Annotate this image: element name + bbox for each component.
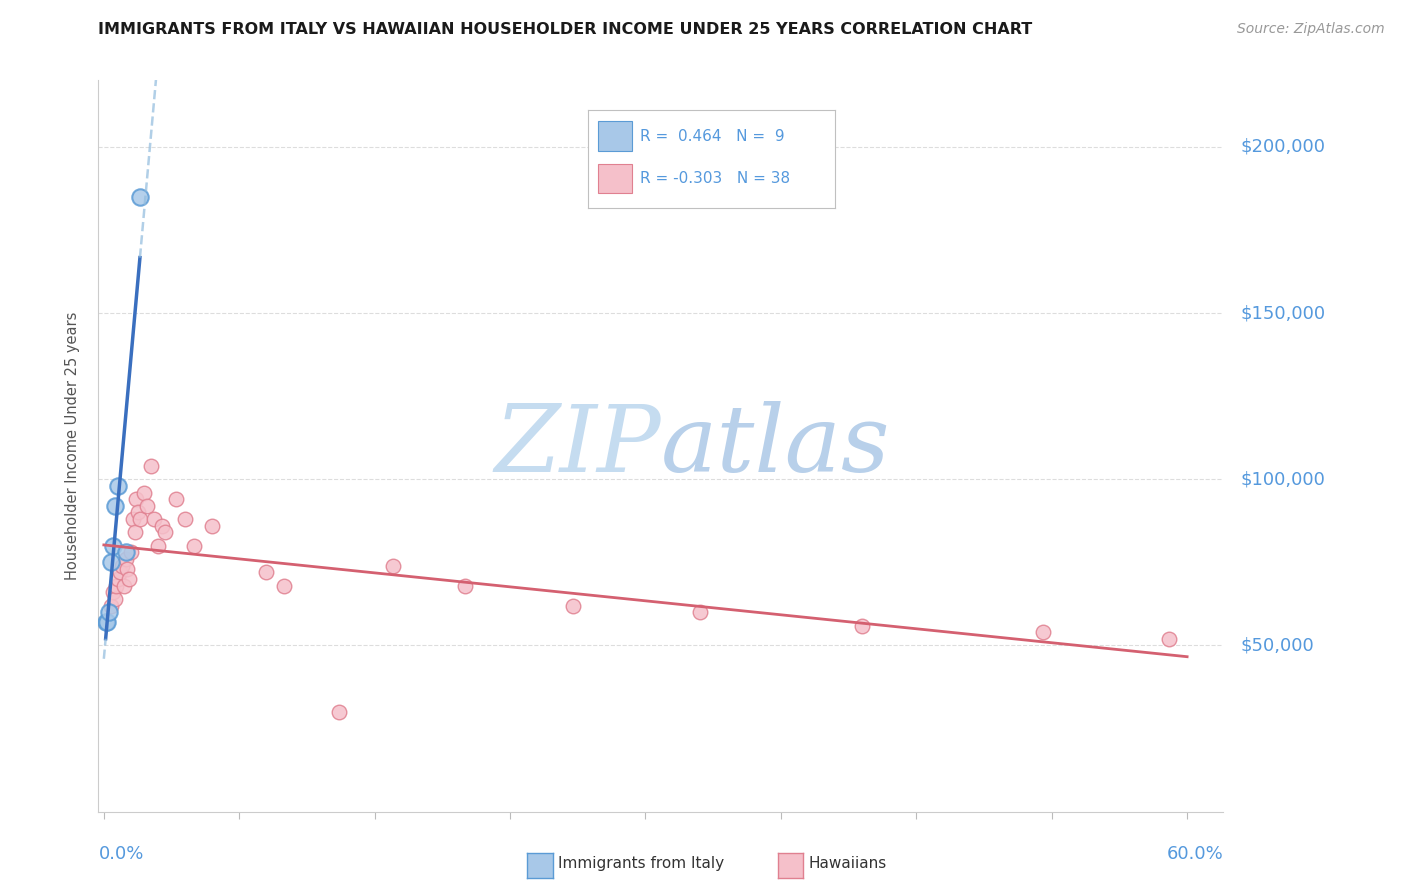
Text: $150,000: $150,000 <box>1240 304 1326 322</box>
Point <box>183 539 205 553</box>
Text: $100,000: $100,000 <box>1240 470 1324 488</box>
Point <box>120 545 142 559</box>
Point <box>107 479 129 493</box>
Point <box>124 525 146 540</box>
Point <box>100 555 122 569</box>
Point <box>454 579 477 593</box>
Text: ZIP: ZIP <box>494 401 661 491</box>
Text: 0.0%: 0.0% <box>98 845 143 863</box>
Point <box>101 539 124 553</box>
Point <box>155 525 177 540</box>
Point <box>96 615 118 630</box>
Point <box>129 189 152 203</box>
Point <box>111 558 134 573</box>
Point <box>1157 632 1180 646</box>
Text: Source: ZipAtlas.com: Source: ZipAtlas.com <box>1237 22 1385 37</box>
Point <box>125 492 148 507</box>
Point <box>101 585 124 599</box>
Text: $50,000: $50,000 <box>1240 637 1313 655</box>
Point <box>98 605 121 619</box>
Point <box>1032 625 1054 640</box>
Point <box>201 518 224 533</box>
Point <box>104 591 127 606</box>
Point <box>108 566 131 580</box>
Point <box>136 499 159 513</box>
Text: 60.0%: 60.0% <box>1167 845 1223 863</box>
Point <box>174 512 197 526</box>
Point <box>94 615 117 630</box>
Point <box>851 618 873 632</box>
Point <box>254 566 277 580</box>
Point <box>112 579 135 593</box>
Point <box>328 705 350 719</box>
Point <box>105 579 128 593</box>
Point <box>127 506 149 520</box>
Text: Immigrants from Italy: Immigrants from Italy <box>558 856 724 871</box>
Text: Hawaiians: Hawaiians <box>808 856 887 871</box>
Point <box>146 539 169 553</box>
Point <box>129 512 152 526</box>
Point <box>273 579 295 593</box>
Point <box>114 552 136 566</box>
Point <box>121 512 143 526</box>
Point <box>100 599 122 613</box>
Point <box>117 562 139 576</box>
Point <box>107 572 129 586</box>
Point <box>114 545 136 559</box>
Text: atlas: atlas <box>661 401 890 491</box>
Y-axis label: Householder Income Under 25 years: Householder Income Under 25 years <box>65 312 80 580</box>
Text: $200,000: $200,000 <box>1240 137 1324 156</box>
Point <box>150 518 173 533</box>
Text: IMMIGRANTS FROM ITALY VS HAWAIIAN HOUSEHOLDER INCOME UNDER 25 YEARS CORRELATION : IMMIGRANTS FROM ITALY VS HAWAIIAN HOUSEH… <box>98 22 1032 37</box>
Point <box>139 458 162 473</box>
Point <box>118 572 141 586</box>
Point <box>381 558 404 573</box>
Point <box>562 599 585 613</box>
Point <box>689 605 711 619</box>
Point <box>165 492 187 507</box>
Point <box>143 512 166 526</box>
Point <box>132 485 155 500</box>
Point <box>104 499 127 513</box>
